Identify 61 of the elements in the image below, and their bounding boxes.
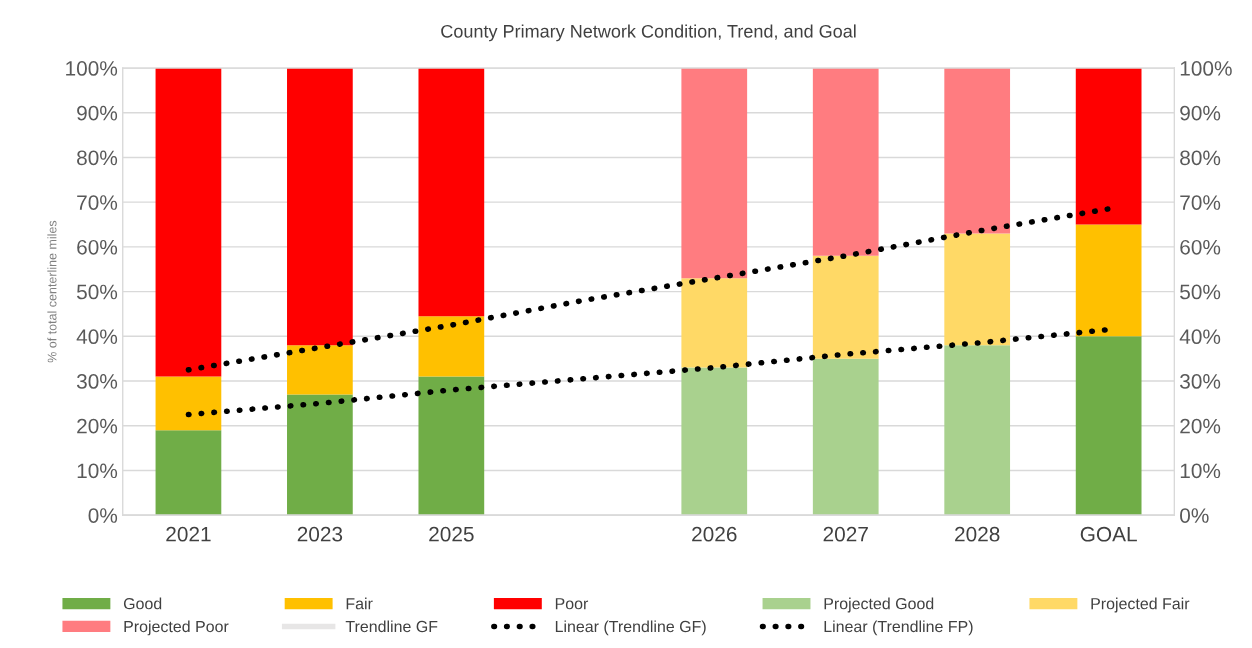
- bar: [944, 345, 1011, 516]
- y2-tick-label: 100%: [1180, 61, 1232, 76]
- bar: [1075, 336, 1142, 516]
- bar: [681, 278, 748, 368]
- bar: [812, 358, 879, 516]
- x-tick-label: 2023: [297, 526, 343, 542]
- legend-label: Linear (Trendline FP): [824, 620, 973, 636]
- y-tick-label: 10%: [77, 463, 118, 479]
- legend-label: Good: [123, 597, 162, 610]
- y2-tick-label: 70%: [1180, 195, 1221, 210]
- y2-tick-label: 0%: [1180, 508, 1209, 523]
- y2-tick-label: 20%: [1180, 418, 1221, 434]
- bar: [287, 394, 353, 516]
- y2-tick-label: 50%: [1180, 284, 1221, 300]
- bar: [812, 68, 879, 256]
- x-tick-label: 2027: [823, 526, 868, 542]
- bar: [287, 345, 353, 395]
- y-tick-label: 50%: [76, 284, 118, 300]
- x-tick-label: 2021: [166, 526, 211, 542]
- bar: [944, 233, 1011, 346]
- legend-label: Fair: [346, 597, 373, 610]
- legend-label: Linear (Trendline GF): [555, 620, 706, 636]
- x-tick-label: GOAL: [1080, 526, 1137, 542]
- bar: [1075, 68, 1142, 225]
- y-tick-label: 20%: [77, 418, 118, 434]
- bar: [681, 367, 748, 516]
- legend-label: Trendline GF: [345, 620, 438, 633]
- bar: [155, 376, 222, 431]
- bar: [155, 430, 222, 516]
- bar: [418, 316, 485, 377]
- y-tick-label: 40%: [76, 329, 118, 345]
- y2-tick-label: 30%: [1180, 374, 1221, 389]
- legend-label: Projected Poor: [124, 620, 229, 636]
- x-tick-label: 2026: [692, 526, 737, 542]
- legend-label: Projected Good: [824, 597, 934, 613]
- y-tick-label: 0%: [88, 508, 118, 523]
- bar: [418, 68, 485, 317]
- bar: [155, 68, 222, 377]
- chart-title: County Primary Network Condition, Trend, and Goal: [441, 24, 856, 42]
- y-tick-label: 90%: [77, 105, 118, 121]
- x-tick-label: 2025: [429, 526, 474, 542]
- bar: [812, 255, 879, 359]
- y2-tick-label: 80%: [1180, 150, 1221, 166]
- bar: [287, 68, 353, 346]
- y2-tick-label: 10%: [1180, 463, 1221, 479]
- x-tick-label: 2028: [955, 526, 1000, 542]
- legend-label: Projected Fair: [1091, 597, 1190, 613]
- y2-tick-label: 40%: [1179, 329, 1221, 345]
- y-tick-label: 100%: [66, 61, 118, 76]
- y-tick-label: 60%: [77, 239, 118, 255]
- bar: [1075, 224, 1142, 337]
- bar: [681, 68, 748, 279]
- y-tick-label: 70%: [77, 195, 118, 210]
- y2-tick-label: 60%: [1180, 239, 1221, 255]
- bar: [418, 376, 485, 516]
- legend-label: Poor: [555, 598, 589, 610]
- y2-tick-label: 90%: [1180, 105, 1221, 121]
- y-axis-title: % of total centerline miles: [47, 220, 57, 363]
- bar: [944, 68, 1011, 234]
- y-tick-label: 80%: [77, 150, 118, 166]
- y-tick-label: 30%: [76, 374, 118, 389]
